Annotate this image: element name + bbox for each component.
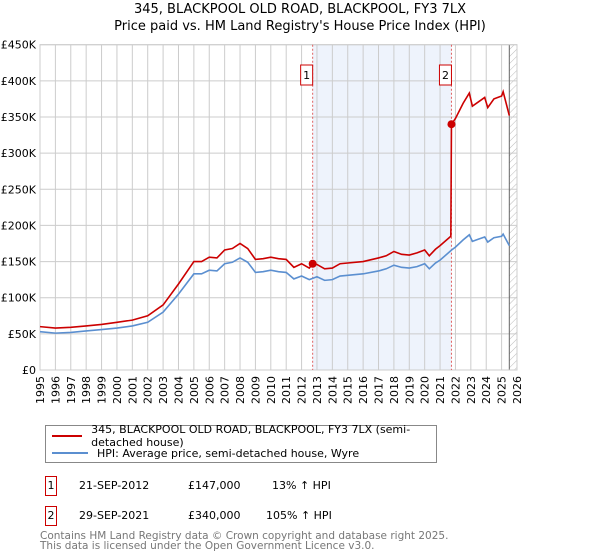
- price-chart: 1995 1996 1997 1998 1999 2000 2001 2002 2003 2004…: [1, 39, 524, 404]
- hpi-line: [39, 232, 511, 334]
- x-tick-label: 2014: [326, 376, 339, 404]
- x-tick-label: 2009: [249, 376, 262, 404]
- x-tick-label: 1999: [96, 376, 109, 404]
- y-tick-label: £300K: [1, 147, 37, 160]
- sale-point: [308, 259, 317, 268]
- sale-hpi: 105% ↑ HPI: [266, 509, 332, 522]
- x-tick-label: 2008: [234, 376, 247, 404]
- x-tick-label: 2003: [157, 376, 170, 404]
- sale-badge: 1: [45, 476, 57, 496]
- shaded-region: [312, 44, 452, 370]
- sale-point: [447, 120, 456, 129]
- y-tick-label: £450K: [1, 39, 37, 52]
- y-tick-label: £200K: [1, 219, 37, 232]
- x-tick-label: 2001: [126, 376, 139, 404]
- legend-item-property: 345, BLACKPOOL OLD ROAD, BLACKPOOL, FY3 …: [52, 423, 436, 449]
- legend-red-line: [52, 435, 83, 437]
- sale-price: £147,000: [188, 479, 241, 492]
- x-tick-label: 2024: [480, 376, 493, 404]
- y-tick-label: £350K: [1, 111, 37, 124]
- footer: Contains HM Land Registry data © Crown c…: [40, 530, 449, 552]
- x-tick-label: 2026: [511, 376, 524, 404]
- x-tick-label: 2013: [311, 376, 324, 404]
- sale-annotation-box: [300, 64, 314, 86]
- x-tick-label: 2005: [188, 376, 201, 404]
- y-tick-label: £100K: [1, 292, 37, 305]
- footer-licence: This data is licensed under the Open Gov…: [40, 540, 375, 552]
- legend: 345, BLACKPOOL OLD ROAD, BLACKPOOL, FY3 …: [45, 423, 437, 463]
- footer-copyright: Contains HM Land Registry data © Crown c…: [40, 530, 449, 542]
- x-tick-label: 2016: [357, 376, 370, 404]
- x-tick-label: 1996: [49, 376, 62, 404]
- sale-annotation-box: [438, 64, 452, 86]
- x-tick-label: 1998: [80, 376, 93, 404]
- sale-annotation-label: 2: [442, 69, 449, 82]
- property-price-line: [39, 88, 511, 329]
- y-tick-label: £250K: [1, 183, 37, 196]
- x-tick-label: 2012: [296, 376, 309, 404]
- x-tick-label: 2002: [142, 376, 155, 404]
- y-tick-label: £400K: [1, 75, 37, 88]
- legend-item-hpi: HPI: Average price, semi-detached house,…: [52, 445, 359, 461]
- forecast-hatch: [509, 44, 517, 370]
- sale-hpi: 13% ↑ HPI: [272, 479, 331, 492]
- sale-date: 29-SEP-2021: [79, 509, 150, 522]
- chart-title: 345, BLACKPOOL OLD ROAD, BLACKPOOL, FY3 …: [133, 2, 467, 17]
- x-tick-label: 2004: [172, 376, 185, 404]
- x-tick-label: 2020: [419, 376, 432, 404]
- x-tick-label: 2006: [203, 376, 216, 404]
- x-tick-label: 2025: [496, 376, 509, 404]
- plot-border: [39, 44, 518, 371]
- x-tick-label: 2017: [373, 376, 386, 404]
- sale-badge: 2: [45, 506, 57, 526]
- x-tick-label: 2023: [465, 376, 478, 404]
- y-tick-label: £150K: [1, 256, 37, 269]
- x-tick-label: 2015: [342, 376, 355, 404]
- x-tick-label: 2007: [219, 376, 232, 404]
- x-tick-label: 2010: [265, 376, 278, 404]
- x-tick-label: 2021: [434, 376, 447, 404]
- legend-blue-line: [52, 452, 88, 454]
- x-tick-label: 2022: [449, 376, 462, 404]
- y-tick-label: £0: [22, 364, 36, 377]
- x-tick-label: 2000: [111, 376, 124, 404]
- x-tick-label: 1995: [34, 376, 47, 404]
- x-tick-label: 2018: [388, 376, 401, 404]
- legend-label: HPI: Average price, semi-detached house,…: [97, 446, 360, 460]
- sale-price: £340,000: [188, 509, 241, 522]
- y-tick-label: £50K: [8, 328, 37, 341]
- x-tick-label: 2011: [280, 376, 293, 404]
- x-tick-label: 1997: [65, 376, 78, 404]
- sale-date: 21-SEP-2012: [79, 479, 150, 492]
- x-tick-label: 2019: [403, 376, 416, 404]
- sale-annotation-label: 1: [303, 69, 310, 82]
- legend-label: 345, BLACKPOOL OLD ROAD, BLACKPOOL, FY3 …: [91, 423, 411, 449]
- chart-subtitle: Price paid vs. HM Land Registry's House …: [114, 19, 486, 34]
